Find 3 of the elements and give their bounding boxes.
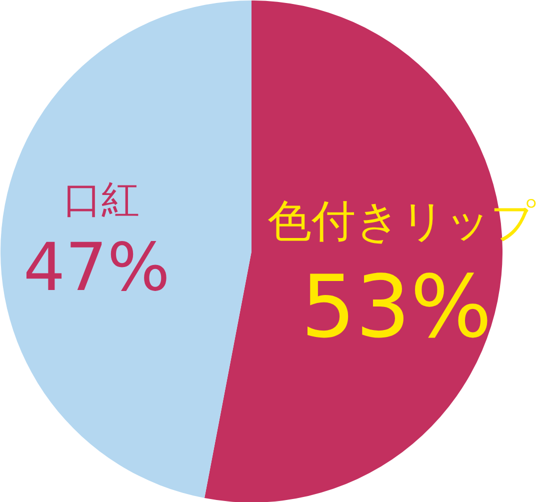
data-label: 53%: [300, 258, 492, 358]
slice-label: 口紅: [64, 177, 140, 222]
data-label: 47%: [23, 228, 170, 306]
